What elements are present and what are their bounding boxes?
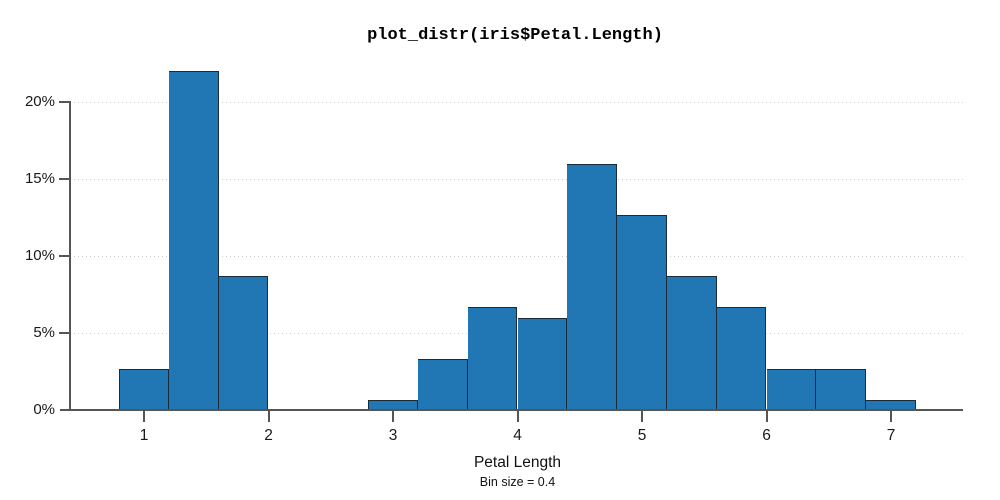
x-tick-label: 3 [388,427,398,444]
y-tick [59,255,70,257]
histogram-bar [617,214,667,411]
histogram-bar [168,71,219,411]
y-axis-line [69,101,71,411]
x-axis-title: Petal Length [473,454,562,471]
x-tick-label: 7 [886,427,896,444]
y-tick [59,178,70,180]
x-tick-label: 5 [637,427,647,444]
y-tick-label: 10% [24,247,55,264]
gridline [74,102,963,103]
y-tick-label: 5% [33,324,55,341]
chart-title: plot_distr(iris$Petal.Length) [367,26,663,45]
x-tick [765,411,768,422]
x-axis-line [60,409,963,411]
histogram-bar [816,368,867,411]
x-tick [143,411,145,422]
gridline [74,256,963,257]
x-tick [890,411,892,422]
histogram-bar [517,317,568,411]
x-tick-label: 1 [139,427,149,444]
y-tick-label: 20% [24,93,55,110]
x-tick-label: 4 [513,427,522,444]
histogram-bar [567,163,618,411]
x-tick-label: 6 [762,427,771,444]
x-tick [267,411,270,422]
histogram-bar [467,307,518,411]
histogram-bar [716,307,767,411]
y-tick-label: 0% [33,401,55,418]
histogram-bar [119,368,169,411]
y-tick [59,101,70,103]
x-tick [392,411,394,422]
histogram-bar [417,358,468,411]
histogram-bar [766,368,817,411]
y-tick-label: 15% [24,170,55,187]
bin-size-caption: Bin size = 0.4 [479,475,556,489]
x-tick [641,411,643,422]
histogram-bar [666,276,717,411]
y-tick [59,332,70,334]
gridline [74,179,963,180]
histogram-bar [218,276,269,411]
x-tick [516,411,519,422]
x-tick-label: 2 [264,427,273,444]
